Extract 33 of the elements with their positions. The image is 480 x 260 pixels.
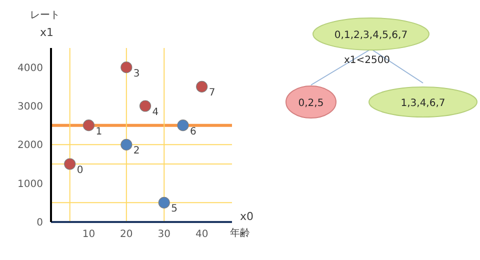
x-axis-title: x0: [240, 210, 254, 223]
point: [196, 80, 208, 92]
annotation: 0: [76, 165, 84, 176]
text: 1,3,4,6,7: [400, 98, 446, 109]
y-tick-label: 0: [36, 218, 43, 229]
annotation: 1: [96, 126, 102, 138]
text: 年齢: [230, 226, 250, 240]
annotation: 2: [133, 146, 140, 157]
point: [120, 138, 132, 150]
text: 0,2,5: [298, 98, 324, 109]
annotation: 5: [171, 204, 178, 215]
point: [177, 120, 189, 132]
point: [82, 120, 95, 132]
point: [158, 196, 170, 208]
point: [139, 100, 152, 112]
x-tick-label: 30: [158, 229, 170, 240]
point: [120, 62, 132, 74]
y-tick-label: 4000: [18, 62, 43, 74]
point: [64, 158, 76, 170]
y-axis-title: x1: [40, 26, 54, 39]
text: 0,1,2,3,4,5,6,7: [334, 30, 408, 41]
text: レート: [30, 9, 60, 22]
y-tick-label: 2000: [18, 140, 43, 152]
annotation: 7: [208, 88, 216, 99]
x-tick-label: 40: [195, 229, 208, 240]
y-tick-label: 1000: [18, 178, 43, 190]
annotation: 3: [133, 68, 140, 80]
annotation: 4: [152, 107, 159, 118]
x-tick-label: 10: [82, 229, 96, 240]
annotation: 6: [190, 126, 196, 138]
x-tick-label: 20: [120, 229, 133, 240]
y-tick-label: 3000: [18, 102, 43, 113]
text: x1<2500: [344, 55, 390, 66]
